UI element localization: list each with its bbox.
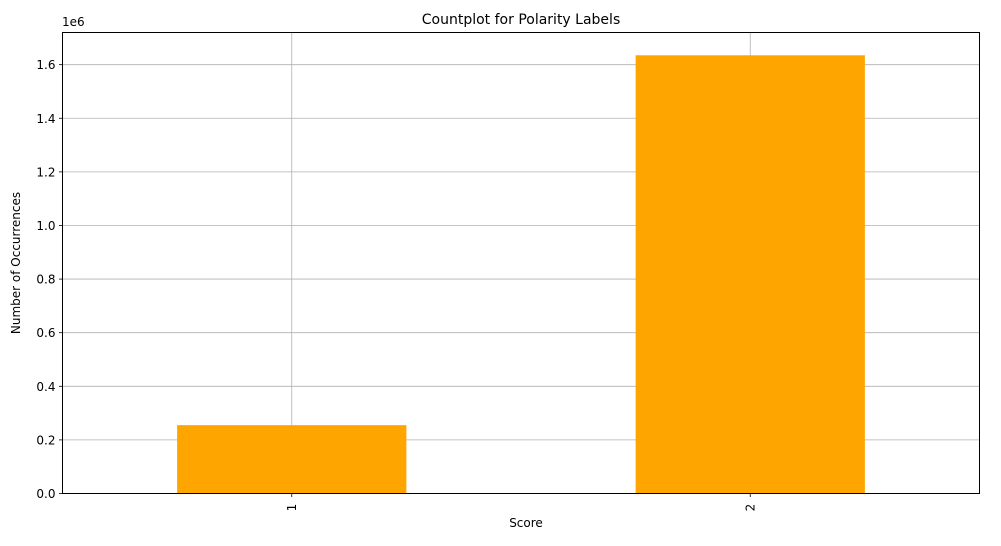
- y-axis-offset-label: 1e6: [62, 15, 85, 29]
- y-tick-label: 0.2: [36, 433, 55, 447]
- y-axis-label: Number of Occurrences: [9, 192, 23, 334]
- ticks-layer: 0.0 0.2 0.4 0.6 0.8 1.0 1.2 1.4 1.6 1 2: [36, 58, 757, 511]
- y-tick-label: 0.0: [36, 487, 55, 501]
- x-tick-label: 2: [743, 504, 757, 512]
- bars-layer: [177, 55, 865, 494]
- y-tick-label: 1.0: [36, 219, 55, 233]
- chart-title: Countplot for Polarity Labels: [422, 12, 620, 28]
- x-axis-label: Score: [509, 516, 543, 530]
- y-tick-label: 1.6: [36, 58, 55, 72]
- plot-frame: [62, 32, 980, 494]
- y-tick-label: 0.4: [36, 380, 55, 394]
- bar: [635, 55, 865, 494]
- y-tick-label: 0.8: [36, 273, 55, 287]
- y-tick-label: 1.2: [36, 165, 55, 179]
- y-tick-label: 1.4: [36, 112, 55, 126]
- bar: [177, 425, 407, 494]
- y-tick-label: 0.6: [36, 326, 55, 340]
- x-tick-label: 1: [285, 504, 299, 512]
